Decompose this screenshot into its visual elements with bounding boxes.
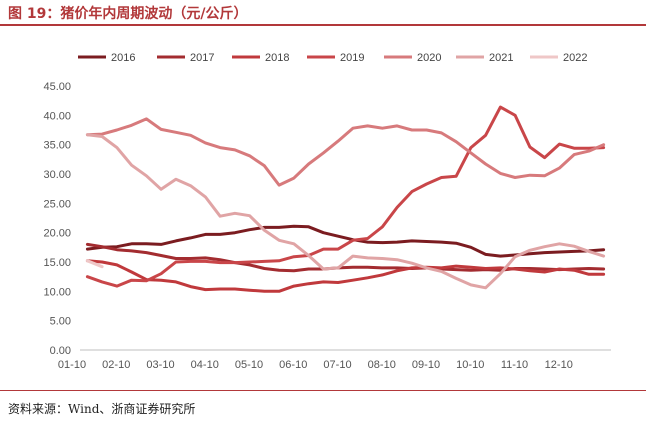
x-tick-label: 03-10: [146, 359, 174, 371]
y-tick-label: 15.00: [43, 257, 71, 269]
line-chart: 2016 2017 2018 2019 2020 2021 2022 0.00 5.00 10.…: [43, 52, 611, 371]
legend-label-2017: 2017: [190, 52, 214, 64]
x-tick-label: 01-10: [58, 359, 86, 371]
source-note: 资料来源：Wind、浙商证券研究所: [8, 402, 196, 416]
y-tick-label: 10.00: [43, 286, 71, 298]
legend-label-2022: 2022: [563, 52, 587, 64]
x-tick-label: 12-10: [545, 359, 573, 371]
series-line-2020: [85, 117, 606, 187]
legend: 2016 2017 2018 2019 2020 2021 2022: [78, 52, 587, 64]
x-tick-label: 07-10: [323, 359, 351, 371]
y-tick-label: 35.00: [43, 140, 71, 152]
series-line-2021: [85, 133, 606, 290]
y-tick-label: 30.00: [43, 169, 71, 181]
legend-label-2016: 2016: [111, 52, 135, 64]
legend-label-2019: 2019: [340, 52, 364, 64]
x-tick-label: 08-10: [368, 359, 396, 371]
legend-label-2021: 2021: [489, 52, 513, 64]
x-tick-label: 04-10: [191, 359, 219, 371]
axes: 0.00 5.00 10.00 15.00 20.00 25.00 30.00 35.00 40…: [43, 81, 611, 371]
x-tick-label: 10-10: [456, 359, 484, 371]
x-tick-label: 05-10: [235, 359, 263, 371]
x-tick-label: 02-10: [102, 359, 130, 371]
legend-label-2020: 2020: [417, 52, 441, 64]
legend-label-2018: 2018: [265, 52, 289, 64]
x-tick-label: 09-10: [412, 359, 440, 371]
y-tick-label: 45.00: [43, 81, 71, 93]
x-tick-label: 11-10: [501, 359, 528, 371]
chart-title: 图 19：猪价年内周期波动（元/公斤）: [8, 6, 248, 22]
x-tick-label: 06-10: [279, 359, 307, 371]
y-tick-label: 40.00: [43, 110, 71, 122]
series-line-2019: [85, 105, 606, 288]
y-tick-label: 0.00: [50, 345, 71, 357]
series-line-2017: [85, 242, 606, 273]
title-rule: [0, 24, 646, 26]
series-lines: [85, 105, 606, 293]
series-line-2022: [85, 259, 104, 269]
y-tick-label: 25.00: [43, 198, 71, 210]
y-tick-label: 5.00: [50, 316, 71, 328]
bottom-rule: [0, 390, 646, 391]
series-line-2018: [85, 259, 606, 293]
y-tick-label: 20.00: [43, 228, 71, 240]
